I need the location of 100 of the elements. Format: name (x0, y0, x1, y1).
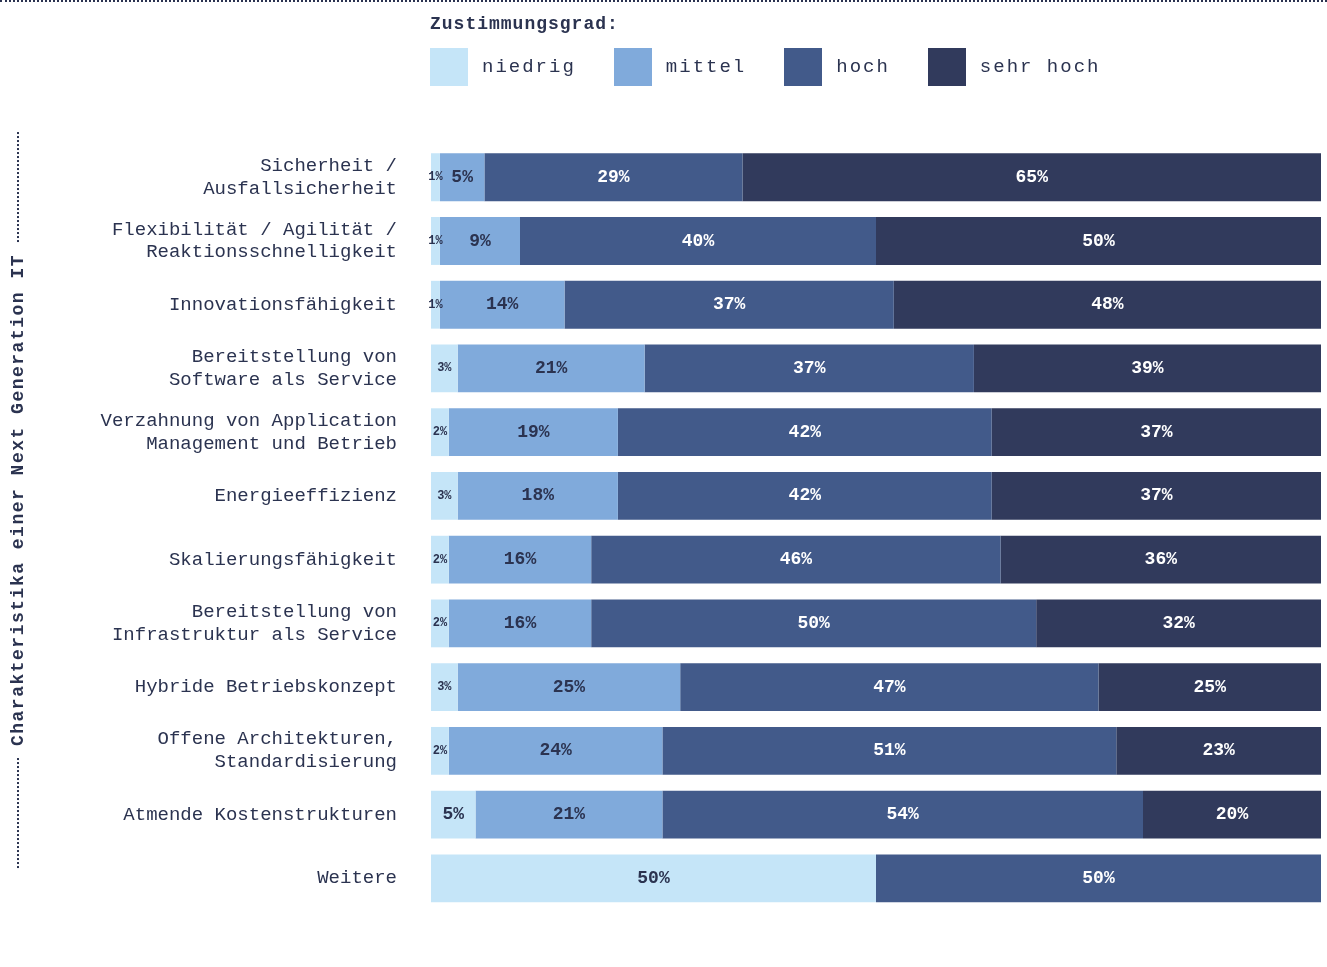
data-label: 50% (637, 867, 670, 888)
bar (448, 599, 592, 648)
data-label: 5% (442, 804, 465, 825)
y-tick-label: Sicherheit / Ausfallsicherheit (203, 154, 397, 200)
data-label: 5% (451, 166, 474, 187)
data-label: 29% (597, 166, 630, 187)
bar (564, 280, 894, 329)
data-label: 40% (681, 230, 715, 251)
data-label: 50% (797, 612, 831, 633)
bar (1000, 535, 1321, 584)
data-label: 2% (432, 552, 448, 567)
data-label: 37% (1140, 485, 1173, 506)
y-tick-label: Bereitstellung von Infrastruktur als Service (111, 601, 397, 646)
bar (1116, 726, 1321, 775)
bar (876, 217, 1321, 265)
bar (662, 790, 1143, 839)
data-label: 3% (437, 361, 453, 376)
data-label: 37% (1140, 421, 1173, 442)
y-tick-label: Atmende Kostenstrukturen (123, 803, 397, 826)
data-label: 16% (503, 549, 537, 570)
data-label: 65% (1015, 166, 1049, 187)
y-tick-label: Skalierungsfähigkeit (168, 548, 397, 571)
bar (431, 344, 458, 393)
data-label: 2% (432, 425, 448, 440)
bar (591, 535, 1001, 584)
legend-label: niedrig (482, 56, 576, 78)
data-label: 3% (437, 680, 453, 695)
data-label: 16% (503, 612, 537, 633)
data-label: 1% (428, 297, 444, 312)
data-label: 2% (432, 743, 448, 758)
bar (644, 344, 974, 393)
data-label: 14% (486, 294, 519, 315)
data-label: 37% (793, 358, 826, 378)
bar (991, 408, 1321, 457)
data-label: 2% (432, 616, 448, 631)
bar (431, 535, 449, 584)
data-label: 1% (428, 170, 444, 185)
bar (431, 854, 876, 903)
data-label: 42% (788, 485, 822, 506)
bar (431, 663, 458, 712)
data-label: 19% (517, 421, 550, 442)
data-label: 25% (1193, 676, 1227, 697)
y-tick-label: Flexibilität / Agilität / Reaktionsschnelligkeit (111, 218, 397, 264)
bar (457, 472, 618, 520)
data-label: 51% (873, 740, 906, 761)
y-tick-label: Hybride Betriebskonzept (134, 676, 397, 699)
bar (617, 408, 992, 457)
bar (431, 472, 458, 520)
bar (742, 153, 1321, 202)
data-label: 1% (428, 234, 444, 249)
data-label: 50% (1082, 867, 1115, 888)
data-label: 39% (1131, 358, 1164, 378)
bar (662, 726, 1117, 775)
bar (991, 472, 1321, 520)
data-label: 47% (873, 676, 906, 697)
bar (457, 663, 681, 712)
bar (431, 408, 449, 457)
bar (448, 408, 618, 457)
data-label: 32% (1162, 612, 1195, 633)
bar (1036, 599, 1321, 648)
legend-label: mittel (665, 56, 747, 78)
data-label: 48% (1091, 294, 1124, 315)
data-label: 36% (1144, 549, 1178, 570)
bar (893, 280, 1321, 329)
bar (973, 344, 1321, 393)
bar (680, 663, 1099, 712)
y-tick-label: Innovationsfähigkeit (168, 293, 397, 316)
data-label: 9% (469, 230, 491, 251)
data-label: 20% (1215, 804, 1249, 825)
data-label: 54% (886, 804, 920, 825)
y-tick-label: Verzahnung von Application Management und Betrieb (100, 409, 397, 455)
y-tick-label: Energieeffizienz (214, 484, 397, 507)
y-axis-title: Charakteristika einer Next Generation IT (8, 253, 28, 747)
bar (484, 153, 743, 202)
bar (431, 790, 476, 839)
bar (1098, 663, 1321, 712)
data-label: 18% (521, 485, 555, 506)
bar (457, 344, 645, 393)
data-label: 21% (552, 804, 586, 825)
data-label: 21% (534, 358, 568, 378)
bar (617, 472, 992, 520)
y-tick-label: Weitere (317, 867, 397, 890)
data-label: 25% (552, 676, 586, 697)
bar (431, 726, 449, 775)
bar (520, 217, 876, 265)
data-label: 37% (712, 294, 746, 315)
bar (591, 599, 1037, 648)
bar (876, 854, 1321, 903)
data-label: 42% (788, 421, 822, 442)
bar (475, 790, 663, 839)
legend-title: Zustimmungsgrad: (430, 14, 619, 34)
data-label: 3% (437, 488, 453, 503)
bar (1143, 790, 1321, 839)
bar (448, 726, 663, 775)
y-tick-label: Bereitstellung von Software als Service (168, 346, 397, 391)
y-tick-label: Offene Architekturen, Standardisierung (157, 728, 397, 774)
legend-label: hoch (836, 56, 890, 78)
data-label: 50% (1082, 230, 1115, 251)
data-label: 23% (1202, 740, 1236, 761)
legend-label: sehr hoch (979, 56, 1101, 78)
